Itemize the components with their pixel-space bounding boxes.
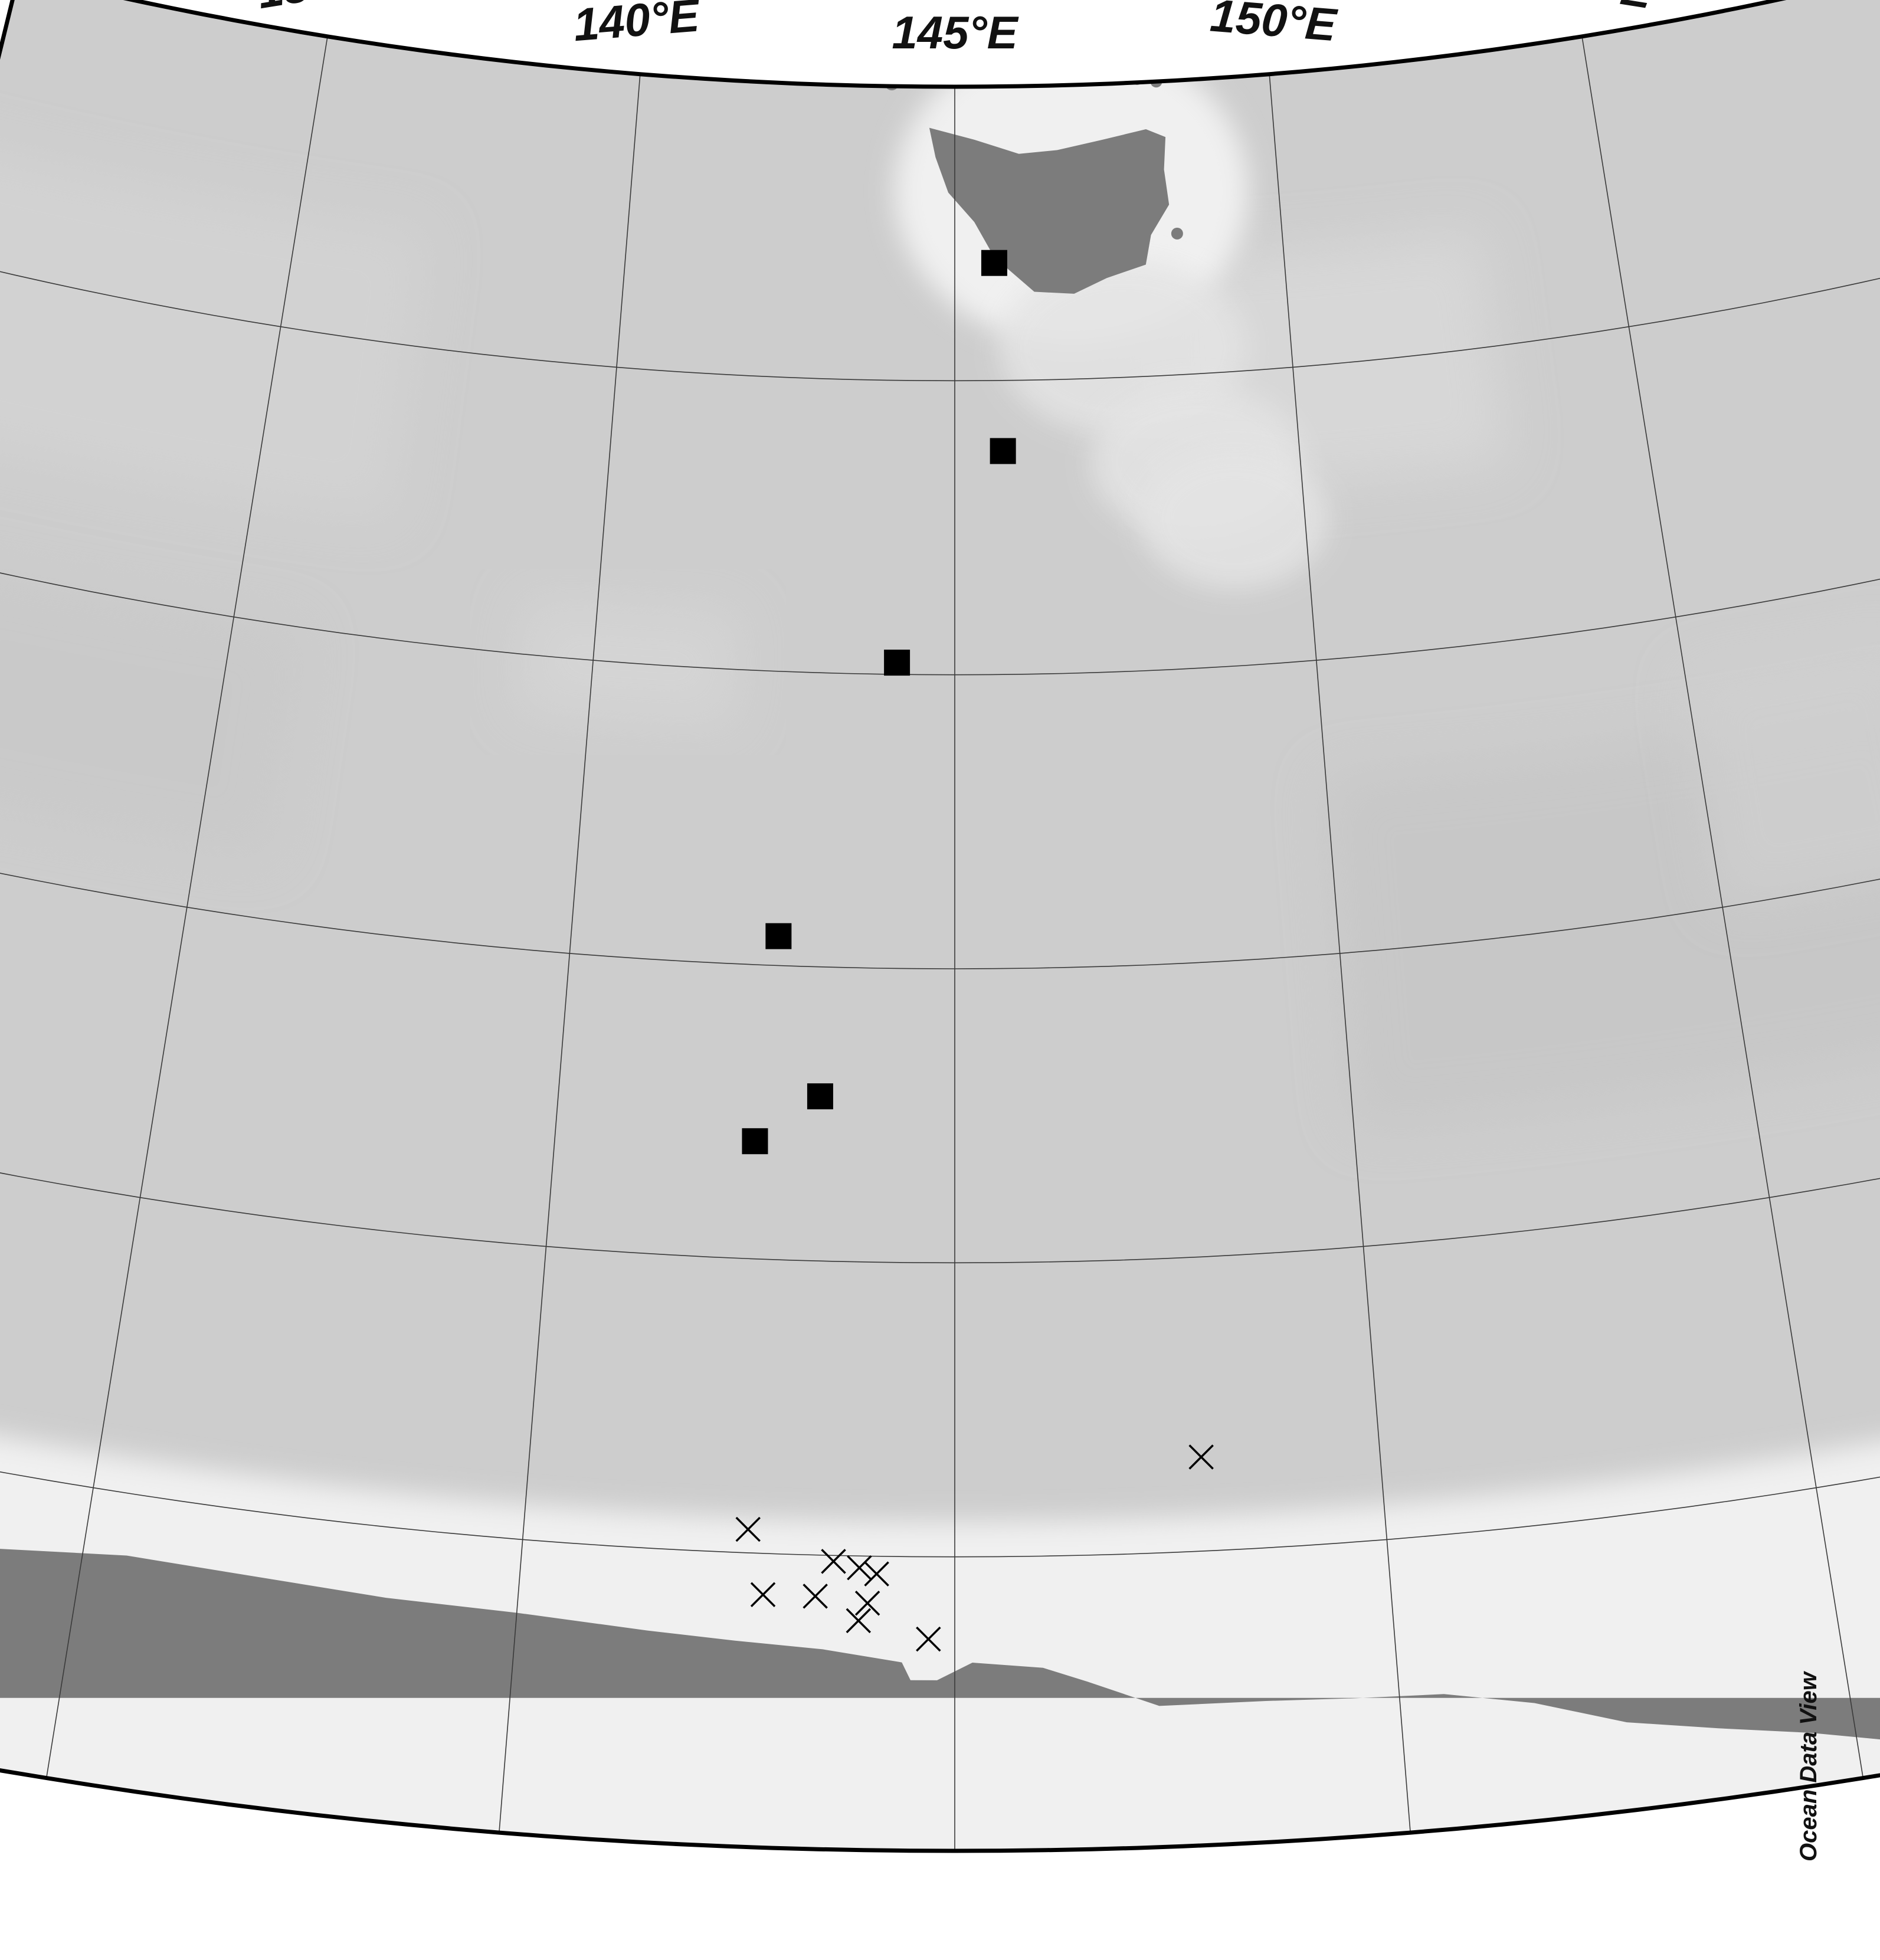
meridian-line [45,36,328,1778]
station-cross-marker [735,1516,761,1542]
station-cross-marker [1188,1444,1214,1470]
station-square-marker [807,1083,833,1110]
station-cross-marker [916,1626,941,1652]
latitude-label: 40°S [0,0,4,22]
bathymetry-patch [515,595,741,729]
station-square-marker [742,1128,768,1155]
station-square-marker [765,923,792,949]
bathymetry-patch [1685,634,1880,907]
station-cross-marker [846,1608,872,1634]
bathymetry-patch [0,562,306,861]
longitude-label: 145°E [892,6,1018,58]
seamount-shading [1140,448,1329,590]
map-outline [0,0,1880,1853]
station-markers [735,250,1214,1652]
longitude-label: 155°E [1524,0,1658,19]
station-cross-marker [821,1549,846,1574]
station-square-marker [884,650,910,676]
station-cross-marker [847,1555,872,1581]
meridian-line [1269,74,1411,1833]
antarctica-landmass [0,1482,1880,1746]
ocean-data-view-credit: Ocean Data View [1796,1670,1822,1861]
station-cross-marker [750,1582,776,1607]
graticule [0,36,1880,1851]
bathymetry-patch [0,129,430,522]
tasmania-landmass [929,127,1170,294]
station-square-marker [981,250,1007,276]
island [1171,227,1183,240]
meridian-line [1581,36,1864,1778]
station-square-marker [990,438,1016,464]
station-cross-marker [864,1561,889,1587]
longitude-label: 150°E [1208,0,1339,51]
station-cross-marker [854,1590,880,1616]
longitude-label: 140°E [571,0,702,51]
longitude-label: 135°E [254,0,388,18]
map-border [0,0,1880,1853]
station-cross-marker [803,1584,828,1609]
meridian-line [499,74,641,1833]
